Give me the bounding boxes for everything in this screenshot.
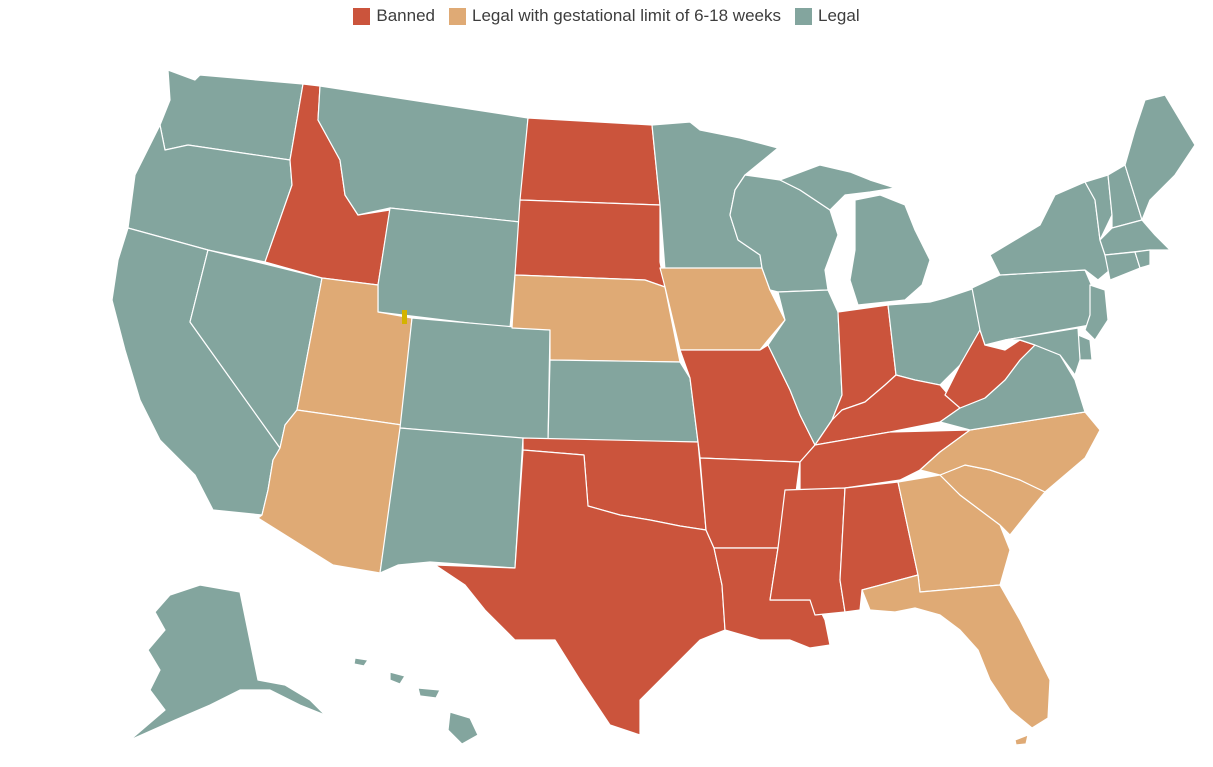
state-montana[interactable] bbox=[317, 85, 529, 223]
legend-label-legal: Legal bbox=[818, 6, 860, 25]
legend-label-banned: Banned bbox=[376, 6, 435, 25]
state-alaska[interactable] bbox=[129, 584, 326, 741]
legend-label-limited: Legal with gestational limit of 6-18 wee… bbox=[472, 6, 781, 25]
state-wyoming[interactable] bbox=[377, 207, 521, 329]
state-pennsylvania[interactable] bbox=[971, 269, 1099, 346]
state-michigan-upper[interactable] bbox=[779, 164, 896, 211]
state-rhode-island[interactable] bbox=[1134, 249, 1151, 269]
legend-item-limited: Legal with gestational limit of 6-18 wee… bbox=[449, 6, 781, 26]
state-hawaii[interactable] bbox=[447, 711, 479, 745]
state-new-york[interactable] bbox=[989, 181, 1111, 281]
state-south-dakota[interactable] bbox=[514, 199, 666, 288]
state-michigan[interactable] bbox=[849, 194, 931, 306]
map-marker bbox=[402, 310, 407, 324]
state-colorado[interactable] bbox=[399, 317, 551, 443]
state-maryland[interactable] bbox=[1004, 327, 1081, 376]
state-texas[interactable] bbox=[434, 449, 726, 736]
state-kansas[interactable] bbox=[547, 359, 699, 443]
state-connecticut[interactable] bbox=[1104, 251, 1141, 281]
state-north-dakota[interactable] bbox=[519, 117, 661, 206]
state-massachusetts[interactable] bbox=[1099, 219, 1171, 256]
state-florida-keys[interactable] bbox=[1014, 734, 1029, 746]
state-new-jersey[interactable] bbox=[1084, 284, 1109, 341]
state-hawaii-islands[interactable] bbox=[353, 657, 441, 699]
legend-item-banned: Banned bbox=[353, 6, 435, 26]
state-florida[interactable] bbox=[861, 574, 1051, 729]
state-new-mexico[interactable] bbox=[379, 427, 524, 574]
legend-swatch-limited bbox=[449, 7, 466, 25]
state-vermont[interactable] bbox=[1084, 174, 1113, 241]
legend-swatch-banned bbox=[353, 7, 371, 25]
legend-swatch-legal bbox=[795, 7, 812, 25]
state-tennessee[interactable] bbox=[799, 429, 971, 491]
state-maine[interactable] bbox=[1124, 94, 1196, 221]
map-legend: Banned Legal with gestational limit of 6… bbox=[0, 6, 1213, 26]
legend-item-legal: Legal bbox=[795, 6, 860, 26]
